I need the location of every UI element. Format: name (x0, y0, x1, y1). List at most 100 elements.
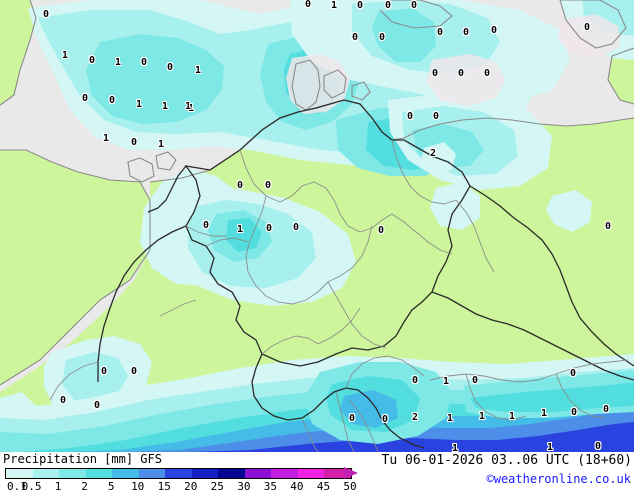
legend-band-40-45 (297, 469, 325, 478)
precip-layer-alps (0, 354, 634, 452)
precip-value-label: 1 (102, 133, 110, 144)
precip-value-label: 0 (604, 221, 612, 232)
copyright-notice: ©weatheronline.co.uk (486, 472, 632, 486)
model-run-timestamp: Tu 06-01-2026 03..06 UTC (18+60) (381, 453, 632, 468)
precip-value-label: 0 (583, 22, 591, 33)
legend-band-25-30 (218, 469, 245, 478)
legend-band-0.1-0.5 (6, 469, 33, 478)
precip-value-label: 0 (431, 68, 439, 79)
precip-value-label: 1 (540, 408, 548, 419)
precip-value-label: 1 (135, 99, 143, 110)
precip-value-label: 0 (140, 57, 148, 68)
precip-value-label: 0 (411, 375, 419, 386)
legend-tick-45: 45 (316, 480, 331, 493)
precip-value-label: 0 (351, 32, 359, 43)
precip-value-label: 2 (411, 412, 419, 423)
precip-value-label: 0 (410, 0, 418, 11)
precip-value-label: 0 (356, 0, 364, 11)
precip-layer-central (140, 142, 592, 306)
precip-value-label: 0 (462, 27, 470, 38)
precip-value-label: 0 (569, 368, 577, 379)
precip-value-label: 1 (330, 0, 338, 11)
legend-band-45-50 (324, 469, 351, 478)
precip-value-label: 0 (348, 413, 356, 424)
precip-value-label: 1 (508, 411, 516, 422)
precip-value-label: 0 (377, 225, 385, 236)
legend-overflow-arrow-icon (344, 467, 358, 479)
legend-tick-20: 20 (184, 480, 198, 493)
precip-value-label: 1 (446, 413, 454, 424)
legend-tick-35: 35 (263, 480, 277, 493)
precip-value-label: 1 (61, 50, 69, 61)
precip-value-label: 0 (93, 400, 101, 411)
legend-tick-5: 5 (107, 480, 115, 493)
precip-value-label: 0 (457, 68, 465, 79)
legend-colorbar-wrap (5, 467, 358, 480)
precip-value-label: 1 (451, 443, 459, 453)
precip-value-label: 0 (42, 9, 50, 20)
country-border-layer (97, 99, 634, 449)
precip-value-label: 0 (81, 93, 89, 104)
legend-tick-1: 1 (54, 480, 62, 493)
precip-value-label: 0 (265, 223, 273, 234)
precip-value-label: 0 (108, 95, 116, 106)
precip-value-label: 1 (184, 101, 192, 112)
precipitation-map[interactable]: 0 1 0 1 0 0 1 0 0 1 1 1 1 0 1 1 0 1 0 0 0 0 0 0 0 0 0 0 0 0 0 0 2 0 0 0 1 0 0 0… (0, 0, 634, 452)
legend-band-1-2 (59, 469, 86, 478)
legend-tick-30: 30 (237, 480, 251, 493)
legend-band-0.5-1 (32, 469, 60, 478)
precip-value-label: 0 (483, 68, 491, 79)
legend-tick-40: 40 (290, 480, 304, 493)
precip-value-label: 0 (471, 375, 479, 386)
legend-tick-2: 2 (81, 480, 88, 493)
precip-value-label: 0 (100, 366, 108, 377)
legend-band-5-10 (112, 469, 139, 478)
map-canvas[interactable] (0, 0, 634, 452)
precip-value-label: 1 (157, 139, 165, 150)
precip-value-label: 1 (161, 101, 169, 112)
precip-value-label: 0 (166, 62, 174, 73)
precip-value-label: 0 (490, 25, 498, 36)
state-border-layer (49, 139, 629, 452)
precip-value-label: 0 (304, 0, 312, 10)
legend-colorbar (5, 468, 352, 479)
precip-value-label: 0 (381, 414, 389, 425)
precip-layer-tint (286, 14, 620, 114)
precip-value-label: 1 (187, 103, 195, 114)
legend-band-20-25 (191, 469, 219, 478)
legend-band-30-35 (244, 469, 272, 478)
precip-value-label: 0 (436, 27, 444, 38)
legend-tick-labels: 0.1 0.5 1 2 5 10 15 20 25 30 35 40 45 50 (0, 480, 360, 493)
precip-value-label: 1 (114, 57, 122, 68)
legend-tick-50: 50 (343, 480, 357, 493)
precip-value-label: 0 (378, 32, 386, 43)
precip-value-label: 1 (236, 224, 244, 235)
legend-band-35-40 (271, 469, 298, 478)
precip-value-label: 0 (130, 366, 138, 377)
legend-tick-25: 25 (210, 480, 224, 493)
precip-value-label: 1 (194, 65, 202, 76)
precip-value-label: 0 (236, 180, 244, 191)
precip-value-label: 1 (546, 442, 554, 453)
precip-value-label: 0 (292, 222, 300, 233)
precip-value-label: 0 (264, 180, 272, 191)
legend-band-15-20 (165, 469, 192, 478)
precip-value-label: 0 (432, 111, 440, 122)
precip-value-label: 1 (442, 376, 450, 387)
precip-value-label: 0 (406, 111, 414, 122)
legend-band-2-5 (85, 469, 113, 478)
precip-value-label: 0 (602, 404, 610, 415)
legend-tick-15: 15 (157, 480, 171, 493)
precip-value-label: 0 (88, 55, 96, 66)
map-footer: Precipitation [mm] GFS 0.1 0.5 1 2 5 10 15 20 25… (0, 452, 634, 493)
legend-tick-10: 10 (131, 480, 145, 493)
precip-value-label: 0 (384, 0, 392, 11)
legend-tick-0.5: 0.5 (21, 480, 42, 493)
precip-value-label: 1 (478, 411, 486, 422)
legend-band-10-15 (138, 469, 166, 478)
precip-value-label: 0 (570, 407, 578, 418)
precip-value-label: 2 (429, 148, 437, 159)
precip-value-label: 0 (594, 441, 602, 452)
precip-value-label: 0 (130, 137, 138, 148)
